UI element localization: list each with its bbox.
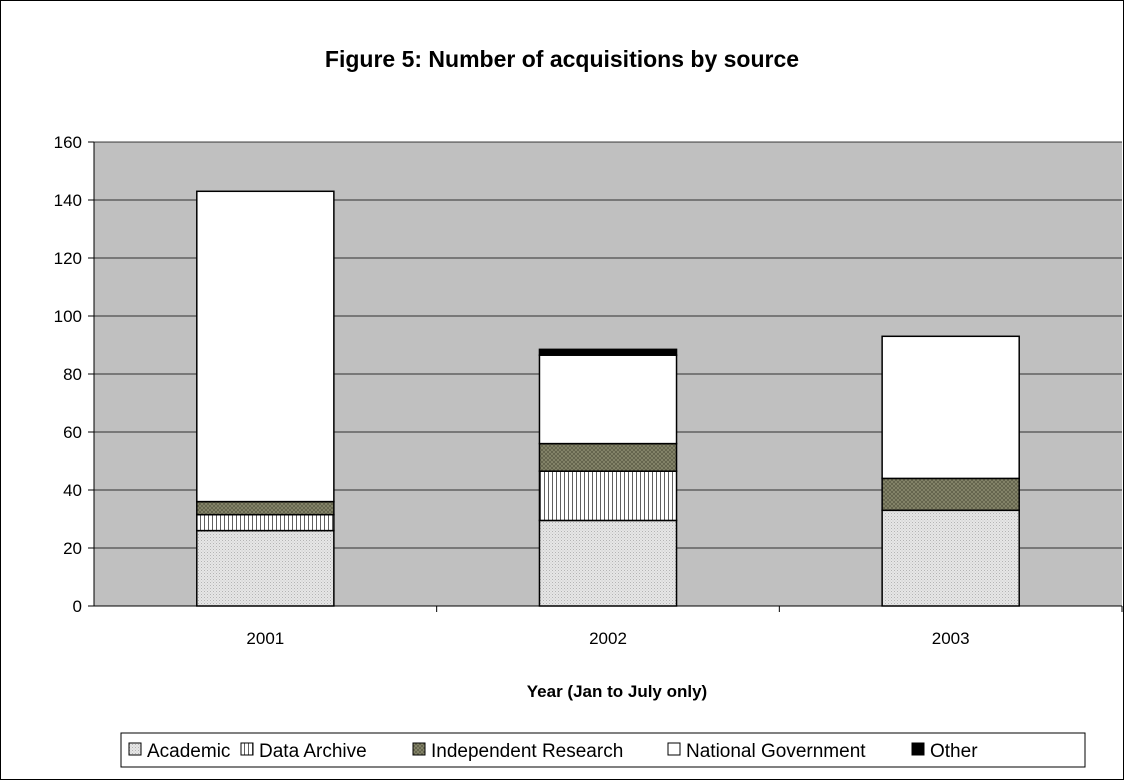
legend-label: Data Archive [259, 741, 367, 762]
y-tick-label: 0 [73, 597, 82, 616]
y-tick-labels: 0 20 40 60 80 100 120 140 160 [54, 133, 82, 616]
legend-label: Other [930, 741, 978, 762]
legend-swatch [911, 742, 925, 756]
legend-swatch [412, 742, 426, 756]
legend-swatch [240, 742, 254, 756]
bar-segment [881, 335, 1020, 480]
x-tick-label: 2002 [589, 629, 627, 648]
x-tick-label: 2003 [932, 629, 970, 648]
bar-segment [881, 509, 1020, 607]
y-tick-label: 140 [54, 191, 82, 210]
bar-segment [538, 442, 678, 472]
bar-segment [196, 500, 335, 516]
y-tick-label: 80 [63, 365, 82, 384]
x-tick-labels: 2001 2002 2003 [246, 629, 969, 648]
legend-label: Independent Research [431, 741, 623, 762]
y-tick-label: 160 [54, 133, 82, 152]
bar-segment [538, 348, 678, 356]
bar-segment [538, 470, 678, 522]
x-tick-label: 2001 [246, 629, 284, 648]
bar-segment [196, 190, 335, 503]
bar-segment [881, 477, 1020, 512]
bar-segment [196, 513, 335, 532]
bar-segment [538, 354, 678, 445]
legend-label: Academic [147, 741, 230, 762]
y-tick-label: 60 [63, 423, 82, 442]
bars [196, 190, 1020, 607]
y-tick-label: 20 [63, 539, 82, 558]
y-tick-label: 40 [63, 481, 82, 500]
legend-label: National Government [686, 741, 866, 762]
legend-swatch [667, 742, 681, 756]
legend-swatch [128, 742, 142, 756]
legend: Academic Data Archive Independent Research… [120, 732, 1086, 768]
bar-segment [196, 529, 335, 607]
bar-segment [538, 519, 678, 607]
x-axis-label: Year (Jan to July only) [527, 682, 707, 701]
y-tick-label: 100 [54, 307, 82, 326]
y-tick-label: 120 [54, 249, 82, 268]
chart-title: Figure 5: Number of acquisitions by sour… [325, 46, 799, 72]
axes [88, 141, 1123, 612]
